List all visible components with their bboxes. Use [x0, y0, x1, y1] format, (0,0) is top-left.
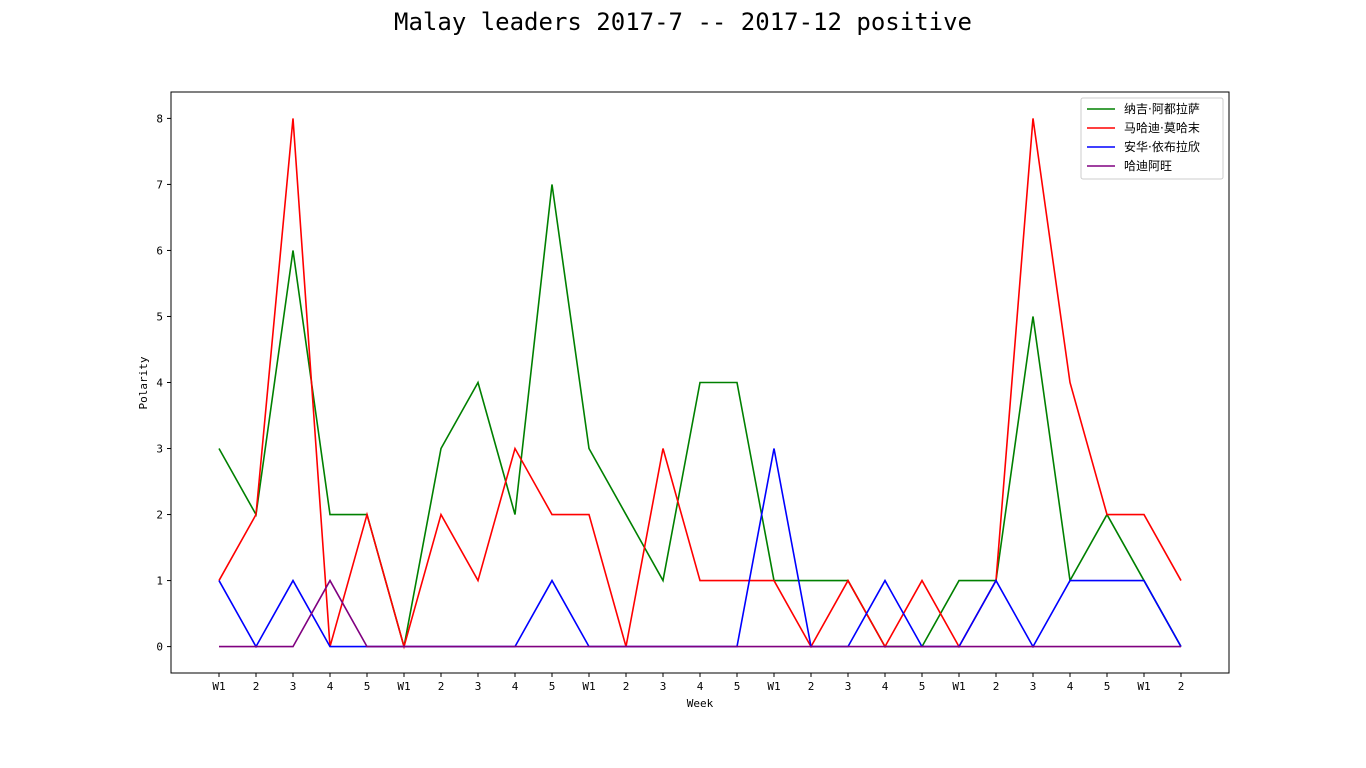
x-tick-label: 4: [882, 680, 889, 693]
x-tick-label: 2: [253, 680, 260, 693]
x-tick-label: W1: [212, 680, 225, 693]
x-tick-label: 5: [1104, 680, 1111, 693]
legend-label-3: 安华·依布拉欣: [1124, 139, 1200, 154]
legend-label-2: 马哈迪·莫哈末: [1124, 121, 1200, 135]
y-tick-label: 1: [156, 575, 163, 588]
x-tick-label: 4: [697, 680, 704, 693]
series-lines: [218, 118, 1182, 650]
y-tick-label: 4: [156, 377, 163, 390]
x-axis: W1 2 3 4 5 W1 2 3 4 5 W1 2 3 4 5 W1 2 3 4 5 W1 2 3 4 5 W1 2: [212, 673, 1184, 693]
x-tick-label: W1: [767, 680, 780, 693]
x-tick-label: 2: [438, 680, 445, 693]
x-tick-label: 5: [919, 680, 926, 693]
x-tick-label: 4: [1067, 680, 1074, 693]
y-axis-label: Polarity: [137, 356, 150, 409]
x-tick-label: 4: [327, 680, 334, 693]
y-tick-label: 5: [156, 310, 163, 323]
legend-label-4: 哈迪阿旺: [1124, 159, 1172, 173]
x-tick-label: W1: [1137, 680, 1150, 693]
series-line-2: [218, 118, 1182, 650]
y-tick-label: 2: [156, 509, 163, 522]
x-tick-label: W1: [397, 680, 410, 693]
y-tick-label: 8: [156, 112, 163, 125]
series-line-3: [218, 448, 1182, 649]
x-tick-label: 3: [845, 680, 852, 693]
y-tick-label: 6: [156, 244, 163, 257]
series-line-1: [218, 184, 1182, 648]
x-tick-label: 5: [549, 680, 556, 693]
series-line-4: [219, 578, 1181, 648]
legend-box: [1080, 97, 1224, 180]
x-tick-label: 3: [660, 680, 667, 693]
y-tick-label: 3: [156, 443, 163, 456]
x-tick-label: 2: [808, 680, 815, 693]
y-tick-label: 7: [156, 178, 163, 191]
chart-title: Malay leaders 2017-7 -- 2017-12 positive: [394, 8, 972, 36]
x-tick-label: 5: [734, 680, 741, 693]
legend-label-1: 纳吉·阿都拉萨: [1124, 101, 1200, 116]
x-tick-label: 3: [1030, 680, 1037, 693]
x-tick-label: 2: [993, 680, 1000, 693]
x-axis-label: Week: [687, 697, 714, 710]
y-tick-label: 0: [156, 641, 163, 654]
x-tick-label: W1: [952, 680, 965, 693]
x-tick-label: 4: [512, 680, 519, 693]
x-tick-label: 3: [475, 680, 482, 693]
x-tick-label: W1: [582, 680, 595, 693]
x-tick-label: 2: [623, 680, 630, 693]
y-axis: 0 1 2 3 4 5 6 7 8: [156, 112, 171, 654]
x-tick-label: 5: [364, 680, 371, 693]
x-tick-label: 2: [1178, 680, 1185, 693]
x-tick-label: 3: [290, 680, 297, 693]
